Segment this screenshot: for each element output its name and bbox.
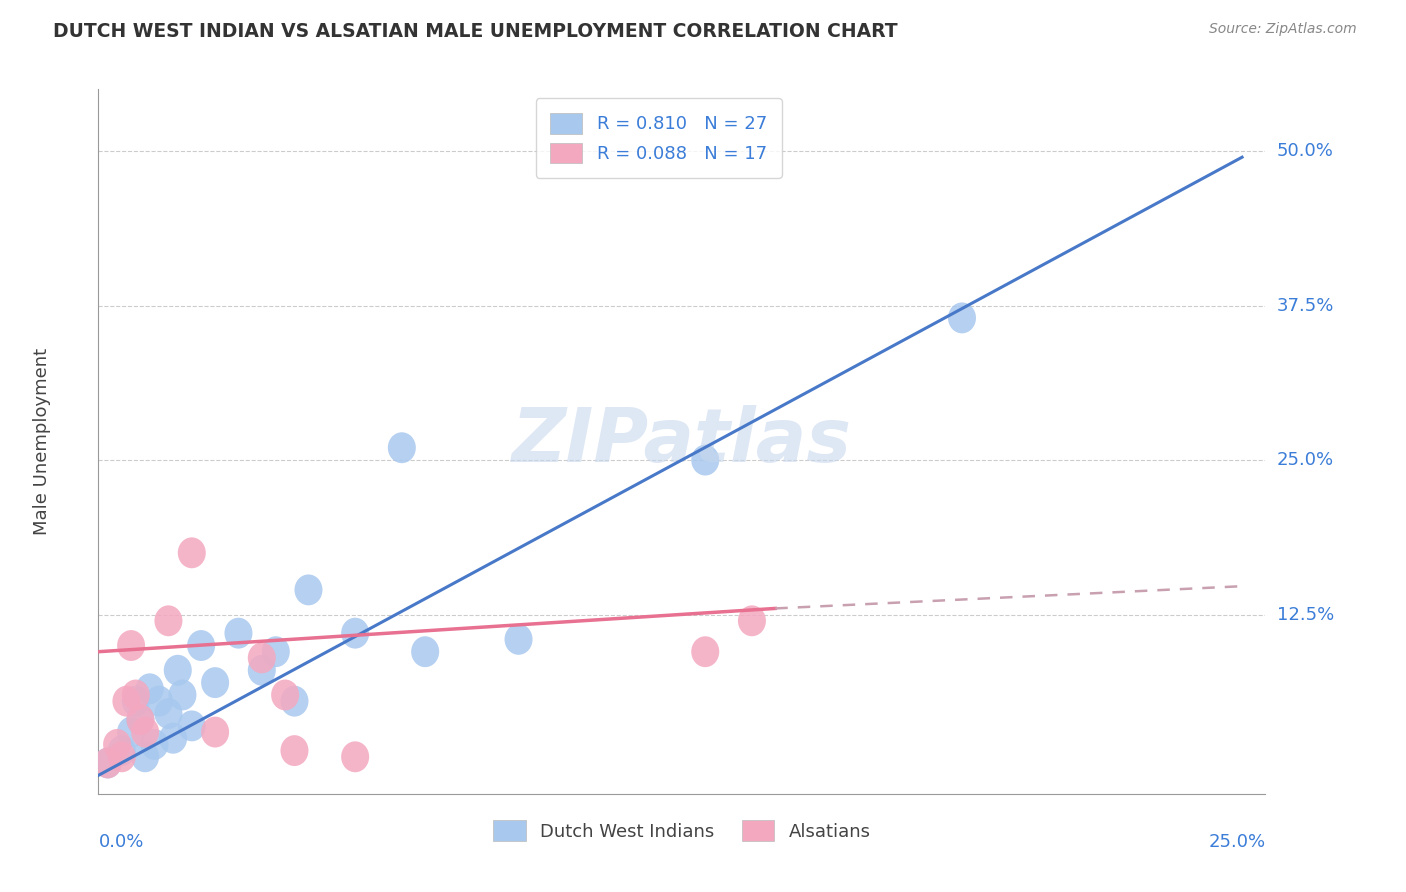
Text: DUTCH WEST INDIAN VS ALSATIAN MALE UNEMPLOYMENT CORRELATION CHART: DUTCH WEST INDIAN VS ALSATIAN MALE UNEMP… xyxy=(53,22,898,41)
Text: 37.5%: 37.5% xyxy=(1277,296,1334,315)
Text: Male Unemployment: Male Unemployment xyxy=(34,348,52,535)
Ellipse shape xyxy=(94,747,122,779)
Ellipse shape xyxy=(141,729,169,760)
Ellipse shape xyxy=(201,716,229,747)
Ellipse shape xyxy=(738,606,766,636)
Ellipse shape xyxy=(294,574,322,606)
Ellipse shape xyxy=(187,630,215,661)
Text: Source: ZipAtlas.com: Source: ZipAtlas.com xyxy=(1209,22,1357,37)
Ellipse shape xyxy=(201,667,229,698)
Ellipse shape xyxy=(122,680,150,710)
Ellipse shape xyxy=(342,741,370,772)
Text: ZIPatlas: ZIPatlas xyxy=(512,405,852,478)
Ellipse shape xyxy=(948,302,976,334)
Text: 25.0%: 25.0% xyxy=(1208,833,1265,851)
Ellipse shape xyxy=(247,655,276,686)
Ellipse shape xyxy=(131,741,159,772)
Ellipse shape xyxy=(280,735,308,766)
Ellipse shape xyxy=(127,705,155,735)
Ellipse shape xyxy=(177,710,205,741)
Ellipse shape xyxy=(271,680,299,710)
Ellipse shape xyxy=(692,444,720,475)
Ellipse shape xyxy=(145,686,173,716)
Ellipse shape xyxy=(136,673,163,705)
Ellipse shape xyxy=(117,630,145,661)
Ellipse shape xyxy=(505,624,533,655)
Text: 25.0%: 25.0% xyxy=(1277,451,1334,469)
Ellipse shape xyxy=(262,636,290,667)
Text: 50.0%: 50.0% xyxy=(1277,142,1333,160)
Ellipse shape xyxy=(342,618,370,648)
Ellipse shape xyxy=(177,537,205,568)
Ellipse shape xyxy=(122,686,150,716)
Legend: Dutch West Indians, Alsatians: Dutch West Indians, Alsatians xyxy=(486,813,877,848)
Ellipse shape xyxy=(280,686,308,716)
Ellipse shape xyxy=(388,433,416,463)
Ellipse shape xyxy=(117,716,145,747)
Ellipse shape xyxy=(103,729,131,760)
Ellipse shape xyxy=(155,698,183,729)
Ellipse shape xyxy=(247,642,276,673)
Ellipse shape xyxy=(108,735,136,766)
Ellipse shape xyxy=(155,606,183,636)
Ellipse shape xyxy=(169,680,197,710)
Ellipse shape xyxy=(94,747,122,779)
Ellipse shape xyxy=(112,686,141,716)
Ellipse shape xyxy=(225,618,253,648)
Text: 12.5%: 12.5% xyxy=(1277,606,1334,624)
Ellipse shape xyxy=(131,716,159,747)
Ellipse shape xyxy=(108,741,136,772)
Ellipse shape xyxy=(163,655,191,686)
Ellipse shape xyxy=(411,636,439,667)
Ellipse shape xyxy=(692,636,720,667)
Ellipse shape xyxy=(159,723,187,754)
Ellipse shape xyxy=(127,705,155,735)
Text: 0.0%: 0.0% xyxy=(98,833,143,851)
